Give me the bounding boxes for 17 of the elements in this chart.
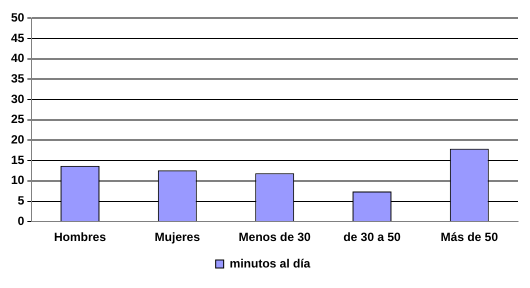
y-tick-label: 30 <box>10 92 25 106</box>
legend-label: minutos al día <box>230 256 311 270</box>
y-tick-label: 10 <box>10 173 25 188</box>
y-tick-label: 15 <box>10 152 25 167</box>
y-tick-label: 5 <box>18 194 25 208</box>
y-tick-label: 45 <box>10 30 25 45</box>
x-tick-label: Mujeres <box>154 230 200 244</box>
x-tick-label: Menos de 30 <box>238 230 312 244</box>
y-tick-label: 35 <box>10 72 25 86</box>
x-tick-label: Hombres <box>54 230 106 244</box>
y-tick-label: 50 <box>10 10 25 25</box>
x-tick-label: de 30 a 50 <box>343 230 402 244</box>
y-tick-label: 0 <box>18 214 25 228</box>
y-tick-label: 20 <box>10 132 25 147</box>
y-tick-label: 25 <box>10 112 25 126</box>
y-tick-label: 40 <box>10 51 25 66</box>
x-tick-label: Más de 50 <box>440 230 498 244</box>
